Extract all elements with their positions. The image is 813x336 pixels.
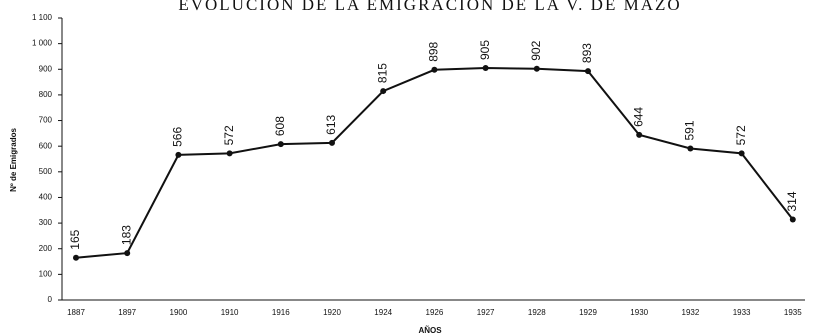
point [277,141,284,148]
y-tick-label: 200 [39,244,53,253]
y-axis-label: Nº de Emigrados [9,128,18,192]
value-label: 572 [222,125,236,145]
value-label: 898 [427,41,441,61]
y-tick-label: 300 [39,218,53,227]
y-tick-label: 100 [39,269,53,278]
x-tick-label: 1935 [784,308,802,317]
x-tick-label: 1910 [221,308,239,317]
value-label: 644 [631,107,645,127]
x-tick-label: 1916 [272,308,290,317]
x-axis-label: AÑOS [418,326,442,335]
x-tick-label: 1920 [323,308,341,317]
x-tick-label: 1930 [630,308,648,317]
x-tick-label: 1887 [67,308,85,317]
y-tick-label: 1 100 [32,13,53,22]
x-tick-label: 1897 [118,308,136,317]
x-tick-label: 1932 [682,308,700,317]
point [585,68,591,75]
value-label: 905 [478,40,492,60]
point [533,65,540,72]
y-tick-label: 600 [39,141,53,150]
point [482,64,489,71]
value-label: 183 [119,225,133,245]
value-label: 314 [785,191,799,211]
value-label: 572 [734,125,748,145]
y-tick-label: 400 [39,193,53,202]
line [75,66,794,259]
x-tick-label: 1928 [528,308,546,317]
y-tick-label: 0 [48,295,53,304]
point [636,131,643,138]
chart-title: EVOLUCIÓN DE LA EMIGRACIÓN DE LA V. DE M… [178,0,681,14]
point [789,216,796,223]
point [73,254,79,261]
y-tick-label: 900 [39,64,53,73]
x-tick-label: 1924 [374,308,392,317]
value-label: 815 [375,63,389,83]
y-tick-label: 500 [39,167,53,176]
value-label: 613 [324,115,338,135]
value-label: 566 [171,127,185,147]
value-label: 902 [529,40,543,60]
point [738,150,745,157]
x-tick-label: 1900 [170,308,188,317]
point [431,66,438,73]
x-tick-label: 1929 [579,308,597,317]
x-tick-label: 1926 [426,308,444,317]
y-tick-label: 800 [39,90,53,99]
y-tick-label: 700 [39,116,53,125]
x-tick-label: 1927 [477,308,495,317]
value-label: 165 [68,229,82,249]
point [329,139,335,146]
x-tick-label: 1933 [733,308,751,317]
value-label: 591 [683,120,697,140]
value-label: 893 [580,43,594,63]
point [175,151,182,158]
point [124,250,131,257]
value-label: 608 [273,116,287,136]
point [380,88,387,95]
point [226,150,233,157]
y-tick-label: 1 000 [32,39,53,48]
point [687,145,694,152]
